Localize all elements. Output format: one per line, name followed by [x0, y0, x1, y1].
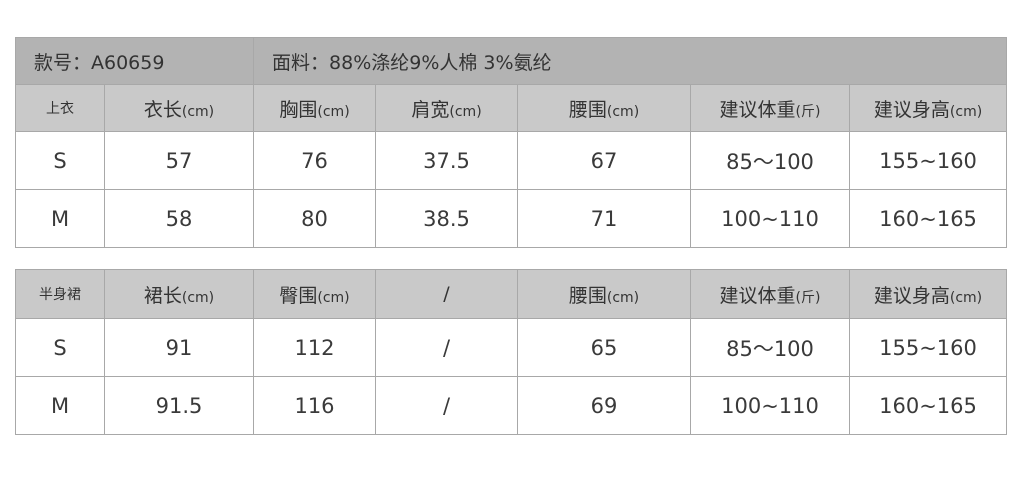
- header-unit: (cm): [449, 103, 482, 120]
- header-chest: 胸围(cm): [253, 84, 377, 132]
- header-row: 上衣 衣长(cm) 胸围(cm) 肩宽(cm) 腰围(cm) 建议体重(斤) 建…: [15, 84, 1008, 132]
- top-size-table: 款号：A60659 面料：88%涤纶9%人棉 3%氨纶 上衣 衣长(cm) 胸围…: [14, 37, 1008, 248]
- header-row: 半身裙 裙长(cm) 臀围(cm) / 腰围(cm) 建议体重(斤) 建议身高(…: [15, 269, 1007, 319]
- header-waist: 腰围(cm): [517, 269, 691, 319]
- header-text: 肩宽: [411, 98, 450, 121]
- table-cell: 38.5: [375, 189, 519, 248]
- table-cell: 160~165: [849, 189, 1008, 248]
- header-length: 裙长(cm): [104, 269, 254, 319]
- header-empty: /: [375, 269, 518, 319]
- table-row: S 91 112 / 65 85～100 155~160: [15, 318, 1007, 377]
- skirt-size-table: 半身裙 裙长(cm) 臀围(cm) / 腰围(cm) 建议体重(斤) 建议身高(…: [15, 269, 1007, 435]
- header-text: 裙长: [143, 284, 182, 307]
- header-text: /: [443, 283, 450, 305]
- table-cell: 100~110: [690, 189, 851, 248]
- header-text: 衣长: [143, 98, 182, 121]
- header-unit: (cm): [181, 289, 215, 306]
- table-cell: 91.5: [104, 376, 254, 435]
- table-cell: 100~110: [690, 376, 850, 435]
- category-label: 半身裙: [15, 269, 105, 319]
- table-cell: 71: [517, 189, 692, 248]
- table-cell: 91: [104, 318, 254, 377]
- header-text: 胸围: [279, 98, 318, 121]
- table-cell: 160~165: [849, 376, 1007, 435]
- table-cell: 155~160: [849, 131, 1008, 190]
- header-unit: (cm): [317, 103, 350, 120]
- fabric-composition: 面料：88%涤纶9%人棉 3%氨纶: [253, 37, 1008, 85]
- table-row: M 91.5 116 / 69 100~110 160~165: [15, 376, 1007, 435]
- header-unit: (cm): [317, 289, 350, 306]
- header-unit: (斤): [795, 289, 821, 306]
- header-text: 建议身高: [873, 98, 950, 121]
- header-length: 衣长(cm): [103, 84, 255, 132]
- size-cell: S: [15, 318, 105, 377]
- size-cell: M: [15, 376, 105, 435]
- header-weight: 建议体重(斤): [690, 84, 851, 132]
- header-shoulder: 肩宽(cm): [375, 84, 519, 132]
- header-text: 建议身高: [873, 284, 950, 307]
- header-unit: (cm): [606, 289, 640, 306]
- table-row: M 58 80 38.5 71 100~110 160~165: [15, 189, 1008, 248]
- title-row: 款号：A60659 面料：88%涤纶9%人棉 3%氨纶: [14, 37, 1008, 85]
- table-cell: 65: [517, 318, 691, 377]
- header-text: 建议体重: [719, 98, 796, 121]
- table-cell: 112: [253, 318, 376, 377]
- header-text: 臀围: [279, 284, 318, 307]
- header-unit: (cm): [606, 103, 640, 120]
- table-cell: /: [375, 318, 518, 377]
- header-weight: 建议体重(斤): [690, 269, 850, 319]
- table-cell: 58: [103, 189, 255, 248]
- table-cell: 67: [517, 131, 692, 190]
- table-cell: /: [375, 376, 518, 435]
- header-unit: (cm): [949, 289, 983, 306]
- header-height: 建议身高(cm): [849, 269, 1007, 319]
- table-cell: 85～100: [690, 318, 850, 377]
- table-cell: 116: [253, 376, 376, 435]
- table-row: S 57 76 37.5 67 85～100 155~160: [15, 131, 1008, 190]
- header-text: 腰围: [568, 284, 607, 307]
- header-unit: (cm): [949, 103, 983, 120]
- header-unit: (斤): [795, 103, 821, 120]
- size-cell: M: [15, 189, 105, 248]
- style-number: 款号：A60659: [14, 37, 255, 85]
- table-cell: 80: [253, 189, 377, 248]
- header-text: 腰围: [568, 98, 607, 121]
- category-label: 上衣: [15, 84, 105, 132]
- header-text: 建议体重: [719, 284, 796, 307]
- header-unit: (cm): [181, 103, 215, 120]
- table-cell: 155~160: [849, 318, 1007, 377]
- header-waist: 腰围(cm): [517, 84, 692, 132]
- table-cell: 69: [517, 376, 691, 435]
- header-hip: 臀围(cm): [253, 269, 376, 319]
- table-cell: 57: [103, 131, 255, 190]
- size-cell: S: [15, 131, 105, 190]
- table-cell: 76: [253, 131, 377, 190]
- header-height: 建议身高(cm): [849, 84, 1008, 132]
- table-cell: 37.5: [375, 131, 519, 190]
- table-cell: 85～100: [690, 131, 851, 190]
